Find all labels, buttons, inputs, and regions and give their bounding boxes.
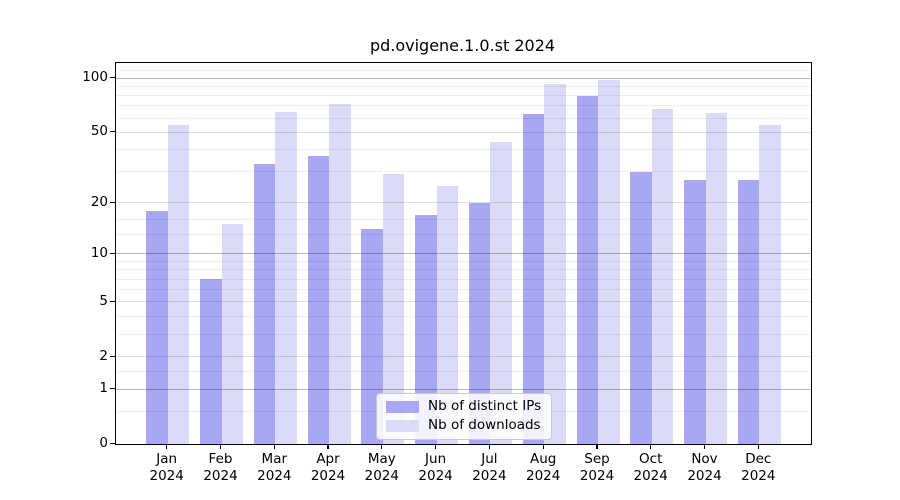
bar-nb-of-distinct-ips-nov: [684, 179, 706, 444]
x-tick-mark: [381, 444, 383, 449]
y-tick-mark: [110, 201, 115, 203]
x-tick-month-label: Sep: [584, 451, 610, 467]
bar-nb-of-downloads-mar: [275, 111, 297, 444]
x-tick-year-label: 2024: [310, 468, 346, 484]
x-tick-month-label: Jun: [425, 451, 447, 467]
x-tick-mark: [219, 444, 222, 449]
x-tick-mark: [596, 444, 598, 449]
x-tick-month-label: Dec: [745, 451, 772, 467]
y-tick-mark: [110, 300, 115, 303]
bar-nb-of-distinct-ips-may: [361, 229, 383, 444]
y-tick-label: 5: [99, 292, 108, 309]
x-tick-month-label: Aug: [530, 451, 557, 467]
x-tick-mark: [166, 444, 168, 449]
x-tick-mark: [650, 444, 652, 449]
bar-nb-of-distinct-ips-jun: [415, 214, 437, 444]
y-tick-label: 10: [90, 244, 108, 261]
x-tick-year-label: 2024: [149, 468, 184, 484]
chart-title: pd.ovigene.1.0.st 2024: [369, 36, 556, 55]
x-tick-year-label: 2024: [579, 468, 615, 484]
x-tick-mark: [327, 444, 329, 449]
x-tick-month-label: Jul: [481, 451, 498, 467]
legend-item-distinct-ips: Nb of distinct IPs: [386, 399, 541, 414]
bar-nb-of-downloads-jun: [436, 185, 459, 444]
bar-nb-of-distinct-ips-oct: [630, 171, 652, 444]
legend: Nb of distinct IPs Nb of downloads: [376, 393, 553, 440]
bar-nb-of-downloads-aug: [544, 83, 566, 444]
x-tick-year-label: 2024: [203, 468, 238, 484]
bar-nb-of-downloads-nov: [705, 112, 727, 444]
bar-nb-of-downloads-jan: [167, 124, 190, 444]
legend-swatch-downloads: [386, 419, 419, 432]
bar-nb-of-downloads-sep: [598, 79, 620, 444]
x-tick-mark: [488, 444, 490, 449]
bar-nb-of-downloads-feb: [221, 224, 243, 444]
x-tick-month-label: Oct: [639, 451, 663, 467]
x-tick-mark: [757, 444, 759, 449]
bar-nb-of-downloads-may: [382, 174, 405, 444]
bars-layer: [116, 63, 811, 444]
bar-nb-of-distinct-ips-jul: [468, 202, 491, 444]
y-tick-label: 1: [99, 380, 108, 396]
legend-item-downloads: Nb of downloads: [386, 418, 541, 433]
x-tick-year-label: 2024: [633, 468, 668, 484]
bar-nb-of-distinct-ips-apr: [307, 155, 329, 444]
x-tick-mark: [542, 444, 544, 449]
y-tick-mark: [110, 443, 115, 445]
y-tick-label: 2: [99, 347, 108, 364]
y-tick-mark: [110, 355, 115, 358]
bar-nb-of-downloads-apr: [329, 103, 351, 444]
x-tick-year-label: 2024: [741, 468, 776, 484]
x-tick-mark: [703, 444, 706, 449]
bar-nb-of-distinct-ips-mar: [253, 164, 276, 444]
x-tick-year-label: 2024: [472, 468, 507, 484]
x-tick-year-label: 2024: [257, 468, 292, 484]
bar-nb-of-distinct-ips-sep: [576, 95, 598, 444]
x-tick-year-label: 2024: [418, 468, 453, 484]
x-tick-month-label: Mar: [261, 451, 288, 467]
y-tick-label: 0: [99, 435, 108, 451]
y-tick-mark: [110, 388, 115, 390]
bar-nb-of-downloads-jul: [490, 142, 512, 444]
x-tick-month-label: Feb: [208, 451, 233, 467]
x-tick-year-label: 2024: [364, 468, 399, 484]
y-tick-mark: [110, 77, 115, 79]
x-tick-mark: [435, 444, 437, 449]
y-tick-mark: [110, 252, 115, 254]
y-tick-mark: [110, 131, 115, 133]
x-tick-month-label: Jan: [156, 451, 178, 467]
plot-area: [115, 62, 812, 445]
y-tick-label: 50: [90, 123, 108, 140]
bar-nb-of-downloads-oct: [651, 109, 674, 444]
bar-nb-of-distinct-ips-aug: [522, 114, 545, 444]
y-tick-label: 100: [82, 69, 108, 85]
x-tick-year-label: 2024: [687, 468, 722, 484]
bar-nb-of-distinct-ips-dec: [737, 179, 760, 444]
x-tick-month-label: May: [367, 451, 396, 467]
bar-nb-of-distinct-ips-feb: [200, 279, 222, 444]
legend-label-downloads: Nb of downloads: [428, 417, 541, 433]
x-tick-year-label: 2024: [526, 468, 561, 484]
bar-nb-of-distinct-ips-jan: [146, 210, 168, 444]
legend-swatch-distinct-ips: [386, 400, 419, 413]
x-tick-mark: [273, 444, 275, 449]
legend-label-distinct-ips: Nb of distinct IPs: [428, 398, 542, 414]
bar-nb-of-downloads-dec: [759, 124, 781, 444]
x-tick-month-label: Apr: [316, 451, 340, 467]
y-tick-label: 20: [90, 193, 108, 210]
x-tick-month-label: Nov: [691, 451, 718, 467]
